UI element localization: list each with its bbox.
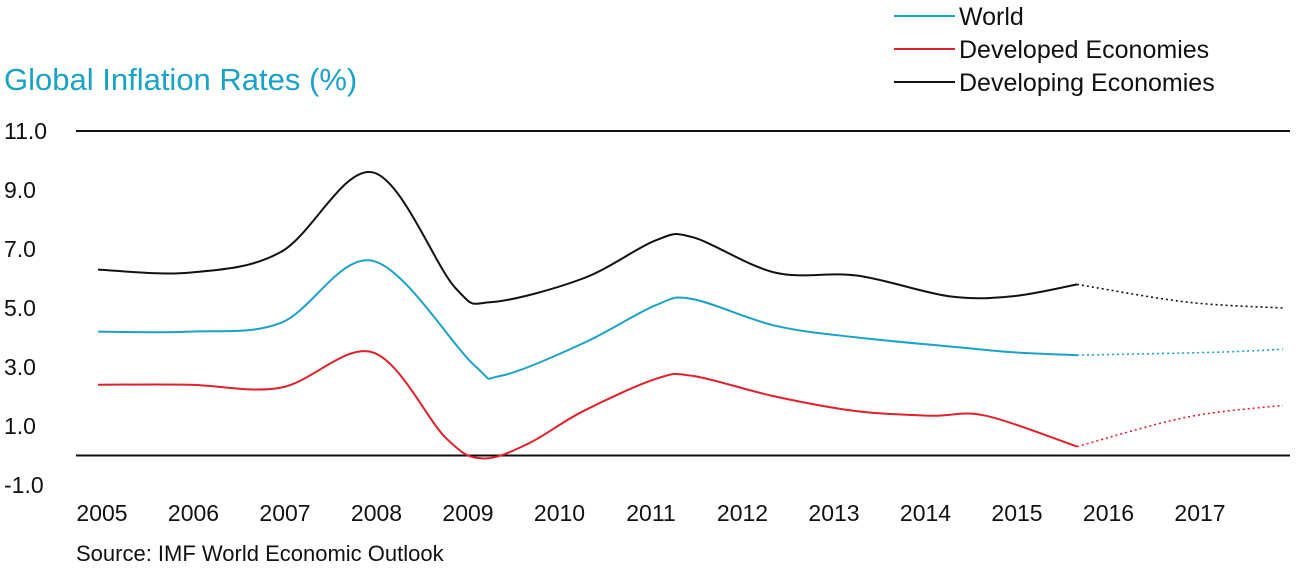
y-tick-label: 3.0 (4, 354, 36, 380)
x-tick-label: 2012 (717, 500, 768, 526)
legend-label: Developing Economies (959, 69, 1215, 97)
x-tick-label: 2006 (168, 500, 219, 526)
series-line-developing-economies (97, 171, 1078, 305)
y-tick-label: 1.0 (4, 413, 36, 439)
x-tick-label: 2005 (76, 500, 127, 526)
x-tick-label: 2015 (991, 500, 1042, 526)
x-tick-label: 2011 (626, 500, 675, 526)
legend: World Developed Economies Developing Econo… (894, 3, 1215, 97)
x-tick-label: 2016 (1083, 500, 1134, 526)
chart-title: Global Inflation Rates (%) (4, 62, 357, 97)
series-line-world (97, 259, 1078, 380)
y-axis: 11.0 9.0 7.0 5.0 3.0 1.0 -1.0 (4, 118, 47, 498)
x-tick-label: 2013 (808, 500, 859, 526)
x-tick-label: 2017 (1174, 500, 1225, 526)
series-lines (97, 171, 1283, 460)
y-tick-label: 7.0 (4, 236, 36, 262)
x-axis: 2005 2006 2007 2008 2009 2010 2011 2012 2013 2014… (76, 500, 1225, 526)
x-tick-label: 2010 (534, 500, 585, 526)
y-tick-label: 11.0 (4, 118, 47, 144)
source-note: Source: IMF World Economic Outlook (76, 541, 445, 566)
series-projection-developed-economies (1076, 404, 1283, 448)
legend-label: Developed Economies (959, 36, 1209, 64)
x-tick-label: 2009 (442, 500, 493, 526)
x-tick-label: 2008 (351, 500, 402, 526)
legend-label: World (959, 3, 1024, 31)
series-projection-world (1077, 348, 1283, 356)
x-tick-label: 2014 (900, 500, 951, 526)
grid-lines (76, 130, 1290, 457)
series-projection-developing-economies (1076, 283, 1283, 309)
x-tick-label: 2007 (259, 500, 310, 526)
y-tick-label: 9.0 (4, 177, 36, 203)
series-line-developed-economies (97, 350, 1078, 460)
y-tick-label: 5.0 (4, 295, 36, 321)
y-tick-label: -1.0 (4, 472, 44, 498)
